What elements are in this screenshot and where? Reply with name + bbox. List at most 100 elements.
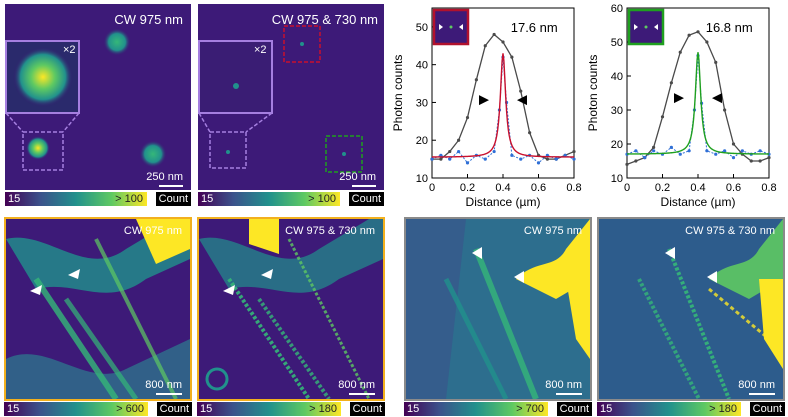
colorbar-unit: Count [749,402,785,416]
x-tick-label: 0.2 [460,182,475,194]
data-point-blue [483,157,487,161]
data-point-gray [448,149,452,154]
data-point-blue [740,149,744,153]
x-axis-label: Distance (µm) [466,195,541,209]
data-point-gray [501,40,505,44]
data-point-gray [545,157,549,161]
inset-arrow-right [459,24,463,30]
microscopy-image [599,219,783,399]
y-tick-label: 10 [416,173,428,185]
x-tick-label: 0 [624,182,630,194]
fwhm-annotation: 16.8 nm [706,20,753,35]
line-profile-chart-1: 0 0.2 0.4 0.6 0.8 10 20 30 40 50 Distance (µm) Phot… [391,7,582,209]
data-point-blue [652,149,656,153]
y-tick-label: 40 [611,71,623,83]
series-line-gray [626,31,770,166]
microscopy-image [198,4,384,190]
data-point-gray [660,115,665,119]
data-point-blue [465,161,470,165]
colorbar-unit: Count [556,402,592,416]
magnification-label: ×2 [254,44,267,56]
colorbar-min: 15 [7,403,20,415]
data-point-blue [554,157,558,161]
colorbar-max: > 180 [309,403,337,415]
colorbar-bottom-3: 15 > 700 Count [404,402,592,416]
x-tick-label: 0.4 [495,182,510,194]
x-axis-label: Distance (µm) [661,195,736,209]
data-point-gray [528,131,532,135]
panel-bottom-1: CW 975 nm 800 nm [4,217,192,401]
panel-bottom-4: CW 975 & 730 nm 800 nm [597,217,785,401]
colorbar-max: > 700 [516,403,544,415]
data-point-gray [625,162,629,166]
data-point-blue [678,152,682,156]
x-tick-label: 0.8 [761,182,776,194]
colorbar-min: 15 [8,193,21,205]
data-point-blue [705,149,709,153]
data-point-gray [714,60,718,64]
series-line-blue [626,55,770,159]
colorbar-unit: Count [349,402,385,416]
panel-top-cw975: CW 975 nm ×2 250 nm [5,4,191,190]
colorbar-max: > 180 [709,403,737,415]
data-point-blue [536,161,541,165]
colorbar-bottom-4: 15 > 180 Count [597,402,785,416]
y-tick-label: 10 [611,173,623,185]
data-point-blue [439,153,443,157]
panel-bottom-3: CW 975 nm 800 nm [404,217,592,401]
y-tick-label: 50 [611,37,623,49]
panel-bottom-2: CW 975 & 730 nm 800 nm [197,217,385,401]
y-tick-label: 30 [611,105,623,117]
data-point-gray [767,156,771,160]
data-point-gray [510,55,514,59]
data-point-blue [687,149,691,153]
x-tick-label: 0 [429,182,435,194]
y-axis-label: Photon counts [391,55,405,132]
data-point-gray [652,145,656,149]
data-point-gray [492,32,496,37]
scale-bar-label: 800 nm [738,379,775,391]
data-point-blue [510,153,514,157]
inset-arrow-left [634,24,638,30]
scale-bar [556,393,582,395]
x-tick-label: 0.8 [566,182,581,194]
colorbar-bottom-1: 15 > 600 Count [4,402,192,416]
scale-bar-label: 250 nm [339,171,376,183]
data-point-blue [430,157,434,161]
inset-spot [644,25,648,29]
panel-title: CW 975 & 730 nm [271,12,378,27]
panel-title: CW 975 nm [123,225,182,237]
fwhm-annotation: 17.6 nm [511,20,558,35]
data-point-blue [572,157,576,161]
data-point-gray [572,149,576,154]
data-point-gray [634,159,638,163]
data-point-gray [439,157,443,161]
colorbar-max: > 100 [115,193,143,205]
microscopy-image [199,219,383,399]
y-tick-label: 60 [611,3,623,15]
data-point-blue [634,149,638,153]
data-point-blue [731,156,736,160]
y-tick-label: 20 [416,135,428,147]
panel-title: CW 975 nm [523,225,582,237]
data-point-gray [457,138,461,142]
x-tick-label: 0.6 [726,182,741,194]
data-point-gray [474,78,478,82]
scale-bar [349,393,375,395]
microscopy-image [6,219,190,399]
scale-bar [159,185,183,187]
series-line-gray [432,33,575,160]
data-point-blue [563,153,567,157]
y-tick-label: 20 [611,139,623,151]
inset-arrow-right [654,24,658,30]
data-point-gray [519,89,523,93]
colorbar-top-1: 15 > 100 Count [5,192,191,206]
data-point-gray [483,44,487,48]
scale-bar-label: 800 nm [545,379,582,391]
y-tick-label: 30 [416,97,428,109]
colorbar-unit: Count [348,192,384,206]
panel-title: CW 975 & 730 nm [685,225,775,237]
scale-bar-label: 800 nm [338,379,375,391]
colorbar-unit: Count [156,402,192,416]
data-point-blue [492,149,496,154]
